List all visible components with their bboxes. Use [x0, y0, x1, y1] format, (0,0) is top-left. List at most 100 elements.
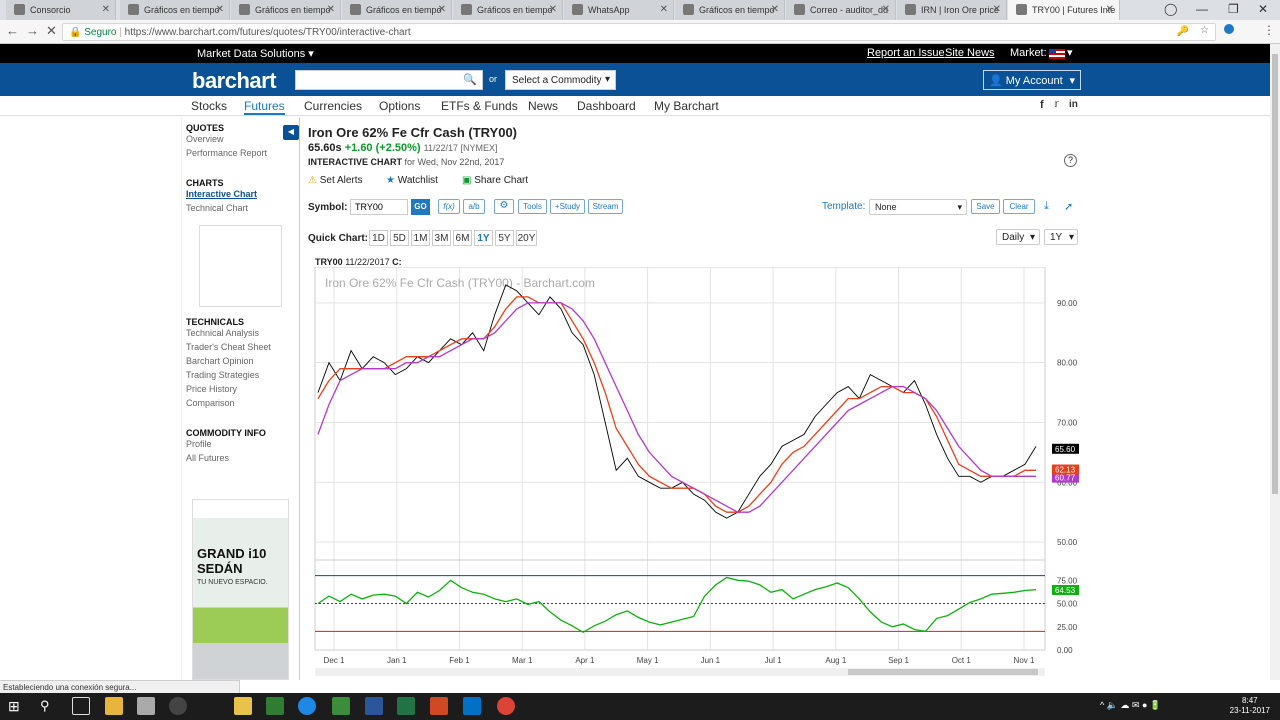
share-chart-button[interactable]: ▣ Share Chart [462, 175, 529, 186]
sidebar-item-trading-strategies[interactable]: Trading Strategies [186, 370, 260, 380]
watchlist-button[interactable]: ★ Watchlist [386, 175, 438, 186]
outlook-icon[interactable] [463, 697, 481, 715]
template-dropdown[interactable]: None ▾ [869, 199, 967, 215]
profile-icon[interactable]: ◯ [1164, 2, 1178, 16]
calculator-icon[interactable] [137, 697, 155, 715]
browser-tab[interactable]: Gráficos en tiempo ✕ [120, 0, 230, 20]
forward-icon[interactable]: → [26, 23, 39, 38]
sidebar-item-overview[interactable]: Overview [186, 134, 224, 144]
browser-tab[interactable]: TRY00 | Futures Inte ✕ [1008, 0, 1120, 20]
sidebar-item-performance-report[interactable]: Performance Report [186, 148, 268, 158]
barchart-logo[interactable]: barchart [192, 68, 277, 93]
range-button-3m[interactable]: 3M [432, 230, 451, 246]
ab-button[interactable]: a/b [463, 199, 485, 214]
nav-news[interactable]: News [528, 99, 559, 113]
linkedin-icon[interactable]: in [1069, 99, 1078, 110]
stop-icon[interactable]: ✕ [46, 23, 57, 38]
settings-gear-icon[interactable]: ⚙ [494, 199, 514, 214]
range-button-1y[interactable]: 1Y [474, 230, 493, 246]
search-icon[interactable]: 🔍 [463, 74, 477, 86]
add-study-button[interactable]: +Study [550, 199, 585, 214]
browser-tab[interactable]: Gráficos en tiempo ✕ [453, 0, 563, 20]
close-window-icon[interactable]: ✕ [1258, 2, 1269, 16]
sidebar-item-all-futures[interactable]: All Futures [186, 453, 230, 463]
sidebar-item-profile[interactable]: Profile [186, 439, 212, 449]
nav-dashboard[interactable]: Dashboard [577, 99, 636, 113]
range-button-1d[interactable]: 1D [369, 230, 388, 246]
star-icon[interactable]: ☆ [1200, 25, 1209, 36]
page-scrollbar[interactable] [1270, 44, 1280, 680]
browser-tab[interactable]: Correo - auditor_du ✕ [786, 0, 896, 20]
browser-tab[interactable]: Gráficos en tiempo ✕ [231, 0, 341, 20]
browser-tab[interactable]: Gráficos en tiempo ✕ [675, 0, 785, 20]
my-account-button[interactable]: 👤 My Account ▾ [983, 70, 1081, 90]
folder-icon[interactable] [234, 697, 252, 715]
brightness-icon[interactable] [169, 697, 187, 715]
price-chart[interactable]: Dec 1 Jan 1 Feb 1 Mar 1 Apr 1 May 1 Jun 1 Jul 1… [300, 267, 1080, 680]
nav-my-barchart[interactable]: My Barchart [654, 99, 719, 113]
chrome-icon[interactable] [497, 697, 515, 715]
expand-icon[interactable]: ➚ [1064, 201, 1074, 213]
set-alerts-button[interactable]: ⚠ Set Alerts [308, 175, 363, 186]
browser-tab[interactable]: Gráficos en tiempo ✕ [342, 0, 452, 20]
nav-currencies[interactable]: Currencies [304, 99, 363, 113]
facebook-icon[interactable]: f [1040, 99, 1044, 111]
windows-start-icon[interactable]: ⊞ [8, 698, 20, 714]
us-flag-icon[interactable] [1049, 49, 1065, 59]
nav-etfs-funds[interactable]: ETFs & Funds [441, 99, 518, 113]
sidebar-item-barchart-opinion[interactable]: Barchart Opinion [186, 356, 254, 366]
excel-app-icon[interactable] [266, 697, 284, 715]
range-button-5d[interactable]: 5D [390, 230, 409, 246]
symbol-input[interactable] [350, 199, 408, 215]
file-explorer-icon[interactable] [105, 697, 123, 715]
edge-icon[interactable] [298, 697, 316, 715]
stream-button[interactable]: Stream [588, 199, 623, 214]
market-chevron-icon[interactable]: ▾ [1067, 47, 1073, 59]
sidebar-item-comparison[interactable]: Comparison [186, 398, 235, 408]
powerpoint-icon[interactable] [430, 697, 448, 715]
range-button-6m[interactable]: 6M [453, 230, 472, 246]
select-commodity-dropdown[interactable]: Select a Commodity ▾ [505, 70, 616, 90]
nav-futures[interactable]: Futures [244, 99, 285, 115]
key-icon[interactable]: 🔑 [1176, 26, 1189, 37]
nav-options[interactable]: Options [379, 99, 421, 113]
browser-tab[interactable]: WhatsApp ✕ [564, 0, 674, 20]
download-icon[interactable]: ⤓ [1044, 200, 1049, 212]
car-ad-banner[interactable]: GRAND i10 SEDÁN TU NUEVO ESPACIO. [192, 499, 289, 680]
save-button[interactable]: Save [971, 199, 1000, 214]
sidebar-item-interactive-chart[interactable]: Interactive Chart [186, 189, 258, 199]
minimize-icon[interactable]: — [1196, 2, 1208, 16]
report-issue-link[interactable]: Report an Issue [867, 47, 945, 59]
nav-stocks[interactable]: Stocks [191, 99, 228, 113]
sidebar-item-price-history[interactable]: Price History [186, 384, 238, 394]
restore-icon[interactable]: ❐ [1228, 2, 1239, 16]
menu-icon[interactable]: ⋮ [1263, 23, 1275, 37]
period-dropdown[interactable]: 1Y ▾ [1044, 229, 1078, 245]
twitter-icon[interactable]: 𝕣 [1054, 99, 1059, 110]
browser-tab[interactable]: Consorcio ✕ [6, 0, 116, 20]
range-button-5y[interactable]: 5Y [495, 230, 514, 246]
word-icon[interactable] [365, 697, 383, 715]
sidebar-item-technical-chart[interactable]: Technical Chart [186, 203, 249, 213]
site-news-link[interactable]: Site News [945, 47, 995, 59]
excel-icon[interactable] [397, 697, 415, 715]
task-view-icon[interactable] [72, 697, 90, 715]
sidebar-item-technical-analysis[interactable]: Technical Analysis [186, 328, 260, 338]
help-icon[interactable]: ? [1064, 154, 1077, 167]
go-button[interactable]: GO [411, 199, 430, 215]
search-input[interactable]: 🔍 [295, 70, 483, 90]
green-app-icon[interactable] [332, 697, 350, 715]
collapse-sidebar-icon[interactable]: ◀ [283, 125, 299, 140]
tray-icons[interactable]: ^ 🔈 ☁ ✉ ● 🔋 [1100, 700, 1162, 710]
search-icon[interactable]: ⚲ [40, 698, 50, 713]
market-data-link[interactable]: Market Data Solutions ▾ [197, 48, 314, 60]
clear-button[interactable]: Clear [1003, 199, 1035, 214]
function-button[interactable]: f(x) [438, 199, 460, 214]
back-icon[interactable]: ← [6, 23, 19, 38]
tools-button[interactable]: Tools [518, 199, 547, 214]
browser-tab[interactable]: IRN | Iron Ore price ✕ [897, 0, 1007, 20]
range-button-1m[interactable]: 1M [411, 230, 430, 246]
extension-icon[interactable] [1224, 24, 1234, 34]
range-button-20y[interactable]: 20Y [516, 230, 537, 246]
sidebar-item-cheat-sheet[interactable]: Trader's Cheat Sheet [186, 342, 271, 352]
